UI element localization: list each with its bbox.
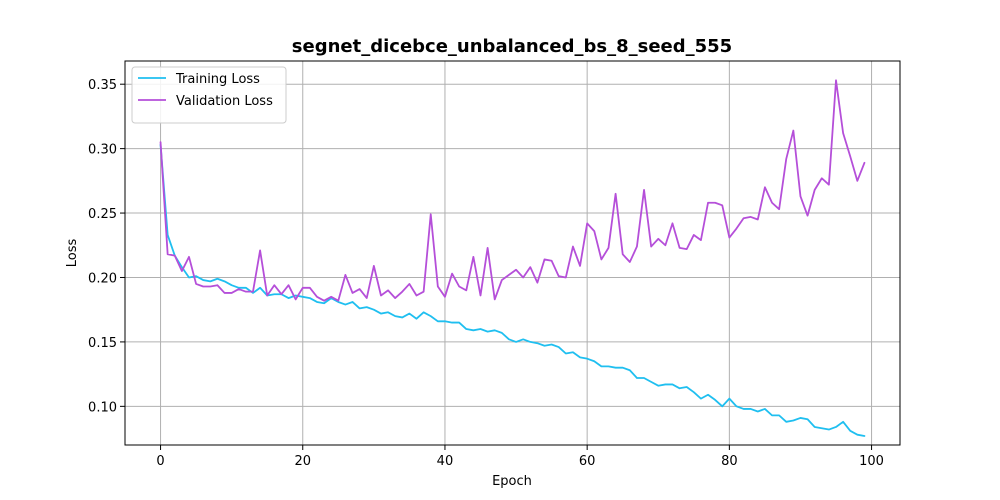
y-tick-label: 0.10 — [88, 400, 117, 415]
chart-title: segnet_dicebce_unbalanced_bs_8_seed_555 — [292, 36, 732, 57]
x-tick-label: 0 — [156, 454, 164, 469]
legend-label: Validation Loss — [176, 94, 273, 109]
y-tick-label: 0.15 — [88, 336, 117, 351]
grid — [125, 61, 900, 445]
x-tick-label: 80 — [721, 454, 738, 469]
y-tick-label: 0.25 — [88, 207, 117, 222]
x-tick-label: 60 — [579, 454, 596, 469]
legend-box — [131, 66, 287, 124]
plot-frame — [124, 60, 901, 446]
series-line-validation-loss — [159, 79, 866, 302]
series-line-training-loss — [159, 143, 866, 437]
y-tick-label: 0.30 — [88, 143, 117, 158]
x-tick-label: 100 — [859, 454, 884, 469]
y-axis-label: Loss — [65, 239, 80, 268]
x-tick-label: 40 — [437, 454, 454, 469]
y-tick-label: 0.20 — [88, 271, 117, 286]
x-axis: 0 20 40 60 80 100 — [156, 445, 884, 469]
x-axis-label: Epoch — [492, 474, 532, 489]
x-tick-label: 20 — [294, 454, 311, 469]
y-axis: 0.10 0.15 0.20 0.25 0.30 0.35 — [88, 78, 125, 415]
legend: Training Loss Validation Loss — [131, 66, 287, 124]
legend-label: Training Loss — [175, 72, 260, 87]
y-tick-label: 0.35 — [88, 78, 117, 93]
series-layer — [159, 79, 866, 437]
